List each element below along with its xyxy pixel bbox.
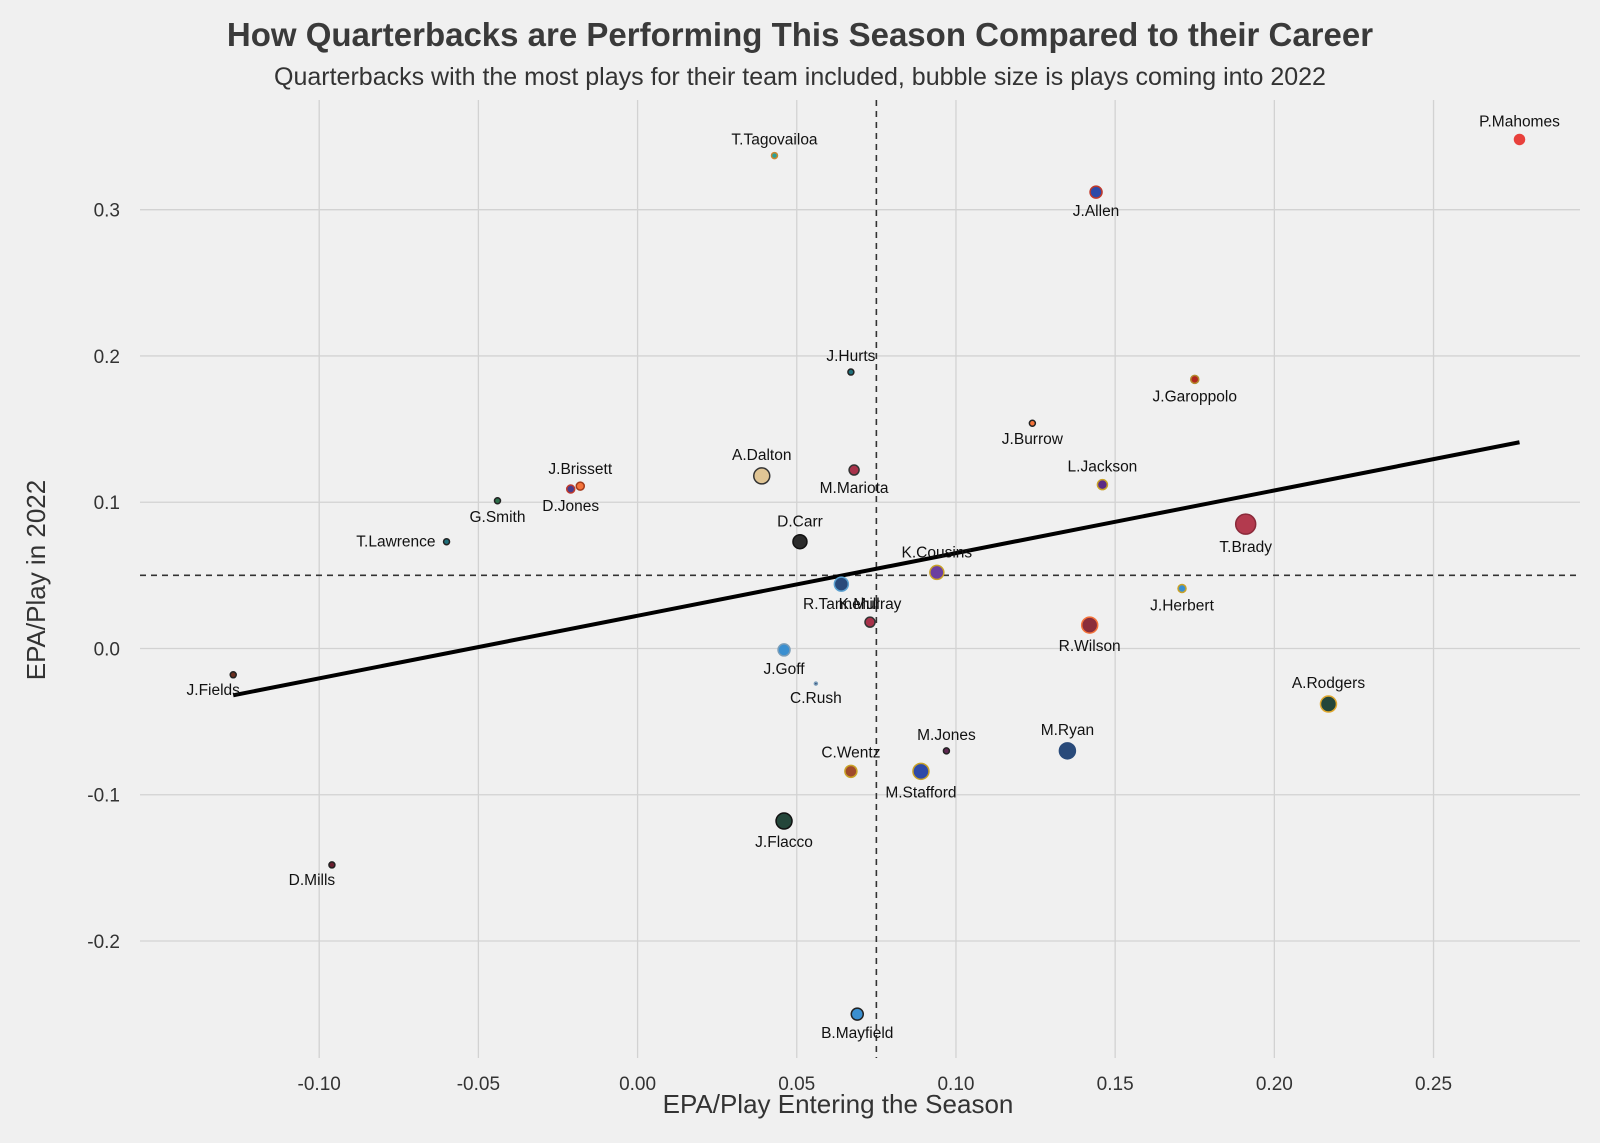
point xyxy=(1319,695,1338,713)
tick-labels: -0.10 -0.05 0.00 0.05 0.10 0.15 0.20 0.25 0.3 0.2… xyxy=(87,201,1452,1095)
point-label: T.Brady xyxy=(1219,539,1272,556)
point-label: M.Stafford xyxy=(885,784,956,801)
point xyxy=(575,481,586,491)
point xyxy=(864,616,876,628)
point xyxy=(912,762,930,781)
point xyxy=(813,681,819,686)
chart-subtitle: Quarterbacks with the most plays for the… xyxy=(274,63,1326,91)
y-tick-label: -0.1 xyxy=(87,786,120,807)
point-label: M.Ryan xyxy=(1041,722,1094,739)
point xyxy=(1096,478,1109,491)
points xyxy=(229,133,1526,1021)
point xyxy=(792,533,808,550)
point-label: J.Herbert xyxy=(1150,598,1214,615)
point xyxy=(229,671,237,679)
point xyxy=(1513,133,1526,146)
point-label: J.Allen xyxy=(1073,203,1120,220)
point xyxy=(848,464,860,476)
point xyxy=(1234,513,1257,535)
point xyxy=(752,467,771,485)
point xyxy=(1177,583,1187,594)
point xyxy=(777,643,791,657)
point-label: R.Wilson xyxy=(1059,638,1121,655)
point-label: J.Flacco xyxy=(755,834,813,851)
y-axis-title: EPA/Play in 2022 xyxy=(21,480,51,680)
x-tick-label: 0.20 xyxy=(1256,1074,1293,1095)
x-axis-title: EPA/Play Entering the Season xyxy=(663,1089,1014,1119)
point-label: G.Smith xyxy=(469,509,525,526)
point-label: D.Mills xyxy=(289,872,336,889)
point-label: J.Hurts xyxy=(826,348,875,365)
point xyxy=(1089,185,1103,199)
reference-lines xyxy=(140,100,1580,1058)
trend-line xyxy=(232,440,1520,698)
point-label: C.Wentz xyxy=(821,744,880,761)
point-label: J.Fields xyxy=(187,682,241,699)
point-label: M.Jones xyxy=(917,727,976,744)
point-label: J.Burrow xyxy=(1002,431,1064,448)
point xyxy=(770,151,779,160)
x-tick-label: 0.10 xyxy=(937,1074,974,1095)
point-label: K.Cousins xyxy=(902,544,973,561)
y-tick-label: 0.0 xyxy=(94,639,120,660)
point-label: P.Mahomes xyxy=(1479,113,1560,130)
point xyxy=(844,764,858,779)
y-tick-label: 0.2 xyxy=(94,347,120,368)
point-label: A.Dalton xyxy=(732,447,791,464)
point xyxy=(442,537,451,546)
point-label: D.Jones xyxy=(542,498,599,515)
y-tick-label: 0.1 xyxy=(94,493,120,514)
point xyxy=(565,484,576,494)
point-label: R.Tannehill xyxy=(803,596,880,613)
point-label: J.Goff xyxy=(763,661,805,678)
point-label: B.Mayfield xyxy=(821,1025,893,1042)
point xyxy=(847,368,855,376)
point-label: M.Mariota xyxy=(820,480,889,497)
point xyxy=(929,564,945,581)
point xyxy=(850,1007,865,1021)
point xyxy=(1058,742,1077,760)
y-tick-label: -0.2 xyxy=(87,932,120,953)
point-label: D.Carr xyxy=(777,514,823,531)
point xyxy=(1190,374,1200,385)
x-tick-label: 0.00 xyxy=(619,1074,656,1095)
chart-title: How Quarterbacks are Performing This Sea… xyxy=(226,16,1374,53)
y-tick-label: 0.3 xyxy=(94,201,120,222)
x-tick-label: 0.25 xyxy=(1415,1074,1452,1095)
point-label: C.Rush xyxy=(790,690,842,707)
point xyxy=(1080,616,1099,634)
trend-line-group xyxy=(232,440,1520,698)
point-label: J.Brissett xyxy=(548,461,612,478)
point xyxy=(328,861,336,869)
x-tick-label: -0.10 xyxy=(298,1074,341,1095)
point-label: A.Rodgers xyxy=(1292,675,1365,692)
point xyxy=(833,576,850,592)
point-labels: P.Mahomes T.Tagovailoa J.Allen J.Hurts J.Gar… xyxy=(187,113,1561,1042)
point xyxy=(775,812,793,830)
point xyxy=(942,747,951,755)
point-label: J.Garoppolo xyxy=(1153,388,1237,405)
point-label: T.Tagovailoa xyxy=(731,132,818,149)
point-label: T.Lawrence xyxy=(356,534,435,551)
x-tick-label: 0.05 xyxy=(778,1074,815,1095)
point xyxy=(493,497,502,505)
point-label: K.Murray xyxy=(839,596,902,613)
grid xyxy=(140,100,1580,1058)
point-label: L.Jackson xyxy=(1068,459,1138,476)
x-tick-label: -0.05 xyxy=(457,1074,500,1095)
point xyxy=(1028,419,1037,427)
x-tick-label: 0.15 xyxy=(1097,1074,1134,1095)
